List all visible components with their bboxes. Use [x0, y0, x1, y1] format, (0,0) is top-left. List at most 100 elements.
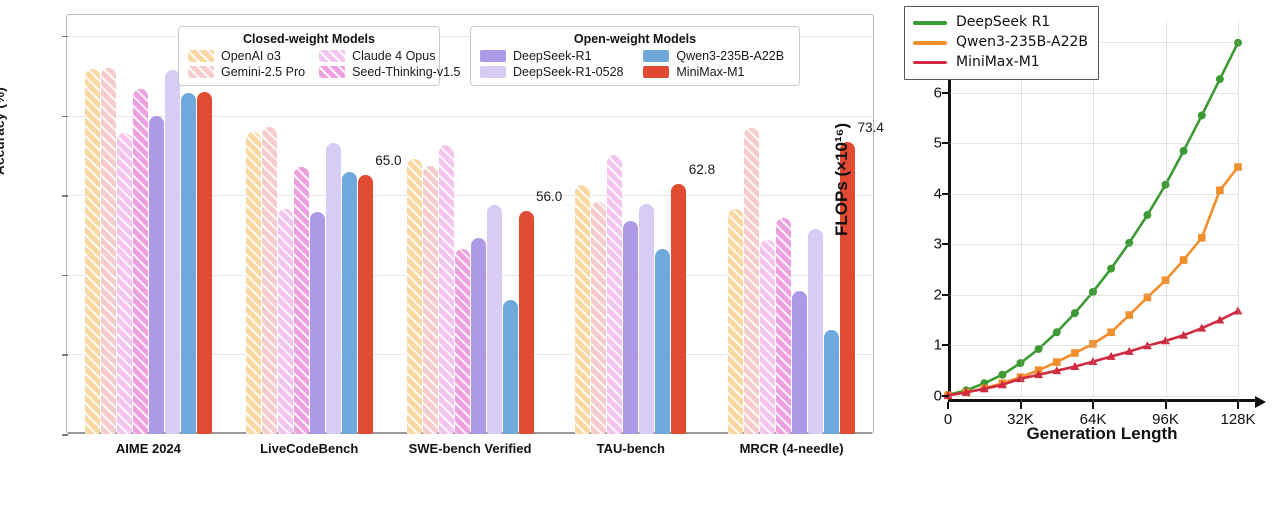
bar-deepseek-r1-0528: [808, 228, 824, 434]
line-legend-item[interactable]: Qwen3-235B-A22B: [913, 33, 1088, 53]
legend-item[interactable]: Claude 4 Opus: [319, 49, 460, 63]
legend-closed-items: OpenAI o3 Claude 4 Opus Gemini-2.5 Pro Seed…: [179, 49, 460, 85]
legend-item[interactable]: MiniMax-M1: [643, 65, 790, 79]
bar-deepseek-r1: [792, 291, 808, 434]
line-marker: [1179, 146, 1188, 155]
line-x-axis: [948, 395, 1266, 408]
bar-gemini-2-5-pro: [422, 166, 438, 434]
line-marker: [1216, 186, 1224, 195]
bar-qwen3-235b-a22b: [824, 329, 840, 434]
legend-swatch: [643, 50, 670, 62]
line-marker: [979, 384, 989, 393]
line-gridline-v: [1238, 22, 1239, 402]
line-marker: [1016, 374, 1025, 383]
line-marker: [1234, 38, 1242, 47]
legend-item[interactable]: Gemini-2.5 Pro: [188, 65, 305, 79]
bar-x-axis: [68, 432, 872, 434]
bar-minimax-m1: [518, 211, 534, 434]
legend-swatch: [319, 66, 346, 78]
line-marker: [1215, 315, 1225, 324]
legend-closed-title: Closed-weight Models: [243, 32, 375, 46]
bar-y-axis-label: Accuracy (%): [0, 87, 7, 175]
line-marker: [1106, 351, 1116, 360]
bar-chart-panel: Accuracy (%) 86.0AIME 202465.0LiveCodeBe…: [0, 14, 884, 456]
line-y-tick-label: 3: [933, 235, 942, 253]
bar-seed-thinking-v1-5: [293, 167, 309, 434]
legend-item[interactable]: Seed-Thinking-v1.5: [319, 65, 460, 79]
line-x-tick-label: 0: [943, 411, 953, 428]
line-x-tick-label: 128K: [1220, 411, 1256, 428]
bar-y-tick-mark: [62, 274, 68, 277]
bar-group: [728, 16, 856, 435]
line-marker: [1143, 211, 1152, 220]
legend-item[interactable]: DeepSeek-R1: [480, 49, 629, 63]
bar-seed-thinking-v1-5: [132, 88, 148, 435]
bar-minimax-m1: [357, 175, 373, 434]
line-marker: [1052, 328, 1061, 337]
bar-value-annotation: 65.0: [375, 153, 402, 169]
line-y-tick-label: 1: [933, 336, 942, 354]
line-gridline-h: [948, 143, 1238, 145]
line-marker: [1142, 341, 1152, 350]
line-marker: [1179, 330, 1189, 339]
line-marker: [1034, 370, 1044, 379]
bar-claude-4-opus: [277, 208, 293, 435]
bar-claude-4-opus: [438, 145, 454, 434]
legend-label: MiniMax-M1: [676, 65, 745, 79]
legend-item[interactable]: DeepSeek-R1-0528: [480, 65, 629, 79]
bar-deepseek-r1: [470, 238, 486, 434]
legend-label: Qwen3-235B-A22B: [676, 49, 785, 63]
bar-y-tick-mark: [62, 354, 68, 356]
legend-item[interactable]: Qwen3-235B-A22B: [643, 49, 790, 63]
bar-qwen3-235b-a22b: [655, 249, 671, 434]
bar-gridline: [68, 274, 872, 276]
bar-gridline: [68, 115, 872, 117]
line-legend-label: Qwen3-235B-A22B: [956, 33, 1088, 50]
bar-claude-4-opus: [607, 155, 623, 434]
line-y-tick-mark: [942, 344, 949, 347]
legend-open-items: DeepSeek-R1 Qwen3-235B-A22B DeepSeek-R1-05…: [471, 49, 799, 85]
line-legend-label: MiniMax-M1: [956, 53, 1040, 70]
line-y-tick-mark: [942, 192, 949, 195]
bar-deepseek-r1: [148, 116, 164, 434]
line-y-tick-label: 5: [933, 134, 942, 152]
legend-closed-weight-models: Closed-weight Models OpenAI o3 Claude 4 O…: [178, 26, 460, 86]
line-marker: [1233, 306, 1243, 315]
bar-deepseek-r1-0528: [486, 204, 502, 434]
line-y-tick-mark: [942, 91, 949, 94]
line-y-tick-label: 4: [933, 185, 942, 203]
line-marker: [1088, 356, 1098, 365]
bar-deepseek-r1: [623, 221, 639, 434]
line-marker: [997, 380, 1007, 389]
line-marker: [1034, 344, 1043, 353]
line-gridline-v: [1165, 22, 1167, 402]
legend-label: DeepSeek-R1: [513, 49, 592, 63]
bar-gemini-2-5-pro: [591, 202, 607, 434]
legend-swatch: [188, 50, 214, 62]
line-marker: [1107, 328, 1115, 337]
bar-x-tick-label: AIME 2024: [115, 441, 181, 456]
line-marker: [1071, 349, 1079, 357]
line-marker: [1125, 311, 1134, 319]
line-legend-item[interactable]: MiniMax-M1: [913, 53, 1088, 73]
figure-root: Accuracy (%) 86.0AIME 202465.0LiveCodeBe…: [0, 6, 1266, 456]
legend-label: OpenAI o3: [221, 49, 281, 63]
legend-item[interactable]: OpenAI o3: [188, 49, 305, 63]
line-x-tick-mark: [1237, 402, 1239, 409]
bar-qwen3-235b-a22b: [502, 300, 518, 434]
line-x-tick-label: 96K: [1152, 411, 1179, 428]
line-marker: [1234, 163, 1242, 171]
bar-openai-o3: [245, 132, 261, 434]
legend-swatch: [480, 66, 506, 78]
line-legend-item[interactable]: DeepSeek R1: [913, 13, 1088, 33]
x-axis-arrow-icon: [1255, 395, 1266, 408]
line-marker: [1125, 238, 1134, 247]
bar-value-annotation: 62.8: [688, 161, 716, 177]
bar-minimax-m1: [840, 141, 856, 434]
line-y-tick-label: 6: [933, 84, 942, 102]
bar-deepseek-r1-0528: [164, 70, 180, 434]
line-marker: [1179, 256, 1188, 264]
bar-deepseek-r1-0528: [325, 143, 341, 434]
line-marker: [998, 370, 1007, 379]
line-y-tick-mark: [942, 293, 949, 296]
